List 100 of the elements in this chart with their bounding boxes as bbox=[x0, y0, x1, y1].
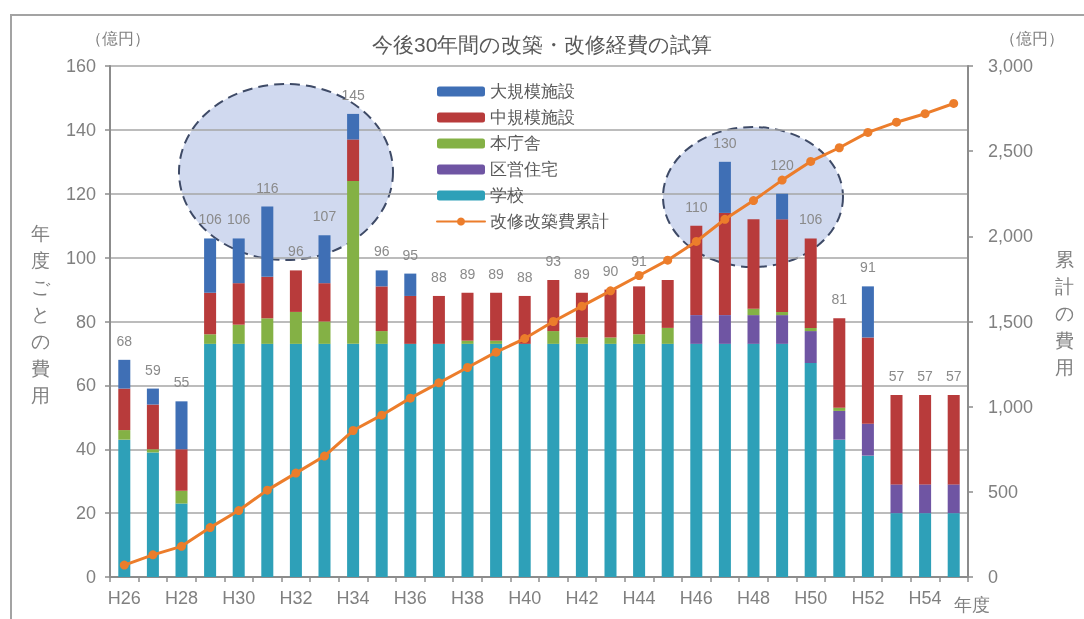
bar bbox=[861, 455, 874, 577]
bar bbox=[404, 343, 417, 577]
y2-tick-label: 2,500 bbox=[988, 141, 1034, 162]
bar bbox=[146, 404, 159, 450]
bar bbox=[747, 219, 760, 309]
bar bbox=[633, 286, 646, 335]
x-tick-label: H28 bbox=[164, 588, 199, 608]
point bbox=[491, 347, 501, 357]
bar bbox=[118, 430, 131, 440]
point bbox=[949, 98, 959, 108]
point bbox=[405, 393, 415, 403]
point bbox=[348, 426, 358, 436]
bar bbox=[661, 279, 674, 328]
bar bbox=[890, 394, 903, 485]
point bbox=[806, 156, 816, 166]
total-label: 89 bbox=[574, 265, 590, 282]
x-tick-label: H52 bbox=[851, 588, 885, 608]
total-label: 57 bbox=[888, 367, 905, 384]
y2-tick-label: 500 bbox=[988, 481, 1019, 502]
bar bbox=[861, 423, 874, 456]
total-label: 145 bbox=[341, 86, 365, 103]
y2-tick-label: 2,000 bbox=[988, 226, 1034, 247]
total-label: 110 bbox=[685, 198, 708, 215]
total-label: 116 bbox=[256, 179, 279, 196]
x-tick-label: H44 bbox=[622, 588, 656, 608]
point bbox=[234, 506, 244, 516]
bar bbox=[347, 113, 360, 140]
bar bbox=[804, 238, 817, 328]
bar bbox=[404, 273, 417, 296]
bar bbox=[861, 286, 874, 338]
bar bbox=[461, 343, 474, 577]
total-label: 96 bbox=[373, 243, 390, 260]
point bbox=[606, 286, 615, 296]
total-label: 90 bbox=[602, 262, 619, 279]
bar bbox=[318, 321, 331, 344]
bar bbox=[318, 235, 331, 284]
point bbox=[920, 109, 930, 119]
bar bbox=[261, 276, 274, 319]
x-tick-label: H48 bbox=[736, 588, 771, 608]
bar bbox=[776, 219, 789, 312]
bar bbox=[175, 401, 188, 450]
point bbox=[205, 523, 215, 533]
bar bbox=[490, 292, 503, 341]
bar bbox=[461, 340, 474, 344]
bar bbox=[747, 315, 760, 344]
y-tick-label: 80 bbox=[75, 311, 96, 332]
legend-label: 改修改築費累計 bbox=[490, 212, 609, 231]
x-tick-label: H46 bbox=[679, 588, 713, 608]
bar bbox=[204, 292, 217, 335]
bar bbox=[490, 343, 503, 577]
y-tick-label: 20 bbox=[75, 503, 96, 524]
bar bbox=[804, 327, 817, 332]
total-label: 106 bbox=[227, 211, 251, 228]
total-label: 68 bbox=[116, 332, 133, 349]
x-tick-label: H50 bbox=[794, 588, 828, 608]
bar bbox=[490, 340, 503, 344]
total-label: 106 bbox=[198, 211, 222, 228]
bar bbox=[175, 503, 188, 577]
bar bbox=[232, 343, 245, 577]
bar bbox=[261, 206, 274, 277]
y-tick-label: 40 bbox=[75, 439, 96, 460]
legend-label: 中規模施設 bbox=[490, 108, 575, 127]
bar bbox=[575, 343, 588, 577]
bar bbox=[118, 388, 131, 431]
total-label: 59 bbox=[145, 361, 161, 378]
legend-label: 区営住宅 bbox=[490, 160, 558, 179]
total-label: 57 bbox=[917, 367, 934, 384]
total-label: 130 bbox=[713, 134, 737, 151]
bar bbox=[432, 295, 445, 344]
bar bbox=[118, 359, 131, 389]
point bbox=[377, 410, 387, 420]
y-axis-title: 年度ごとの費用 bbox=[29, 222, 51, 408]
bar bbox=[146, 449, 159, 453]
y-tick-label: 140 bbox=[65, 119, 96, 140]
x-tick-label: H34 bbox=[336, 588, 370, 608]
bar bbox=[919, 484, 932, 514]
bar bbox=[604, 337, 617, 344]
bar bbox=[919, 394, 932, 485]
bar bbox=[804, 363, 817, 577]
point bbox=[463, 362, 472, 372]
bar bbox=[289, 270, 302, 312]
bar bbox=[547, 343, 560, 577]
point bbox=[548, 317, 558, 326]
point bbox=[834, 143, 844, 153]
bar bbox=[947, 513, 960, 577]
bar bbox=[432, 343, 445, 577]
point bbox=[119, 560, 129, 570]
text: （億円） bbox=[1000, 29, 1064, 47]
bar bbox=[204, 334, 217, 344]
bar bbox=[404, 295, 417, 344]
x-tick-label: H54 bbox=[908, 588, 942, 608]
bar bbox=[175, 449, 188, 491]
bar bbox=[318, 283, 331, 322]
bar bbox=[718, 212, 731, 316]
bar bbox=[690, 225, 703, 316]
bar bbox=[947, 484, 960, 514]
bar bbox=[146, 388, 159, 405]
bar bbox=[347, 139, 360, 181]
bar bbox=[604, 343, 617, 577]
bar bbox=[175, 490, 188, 504]
